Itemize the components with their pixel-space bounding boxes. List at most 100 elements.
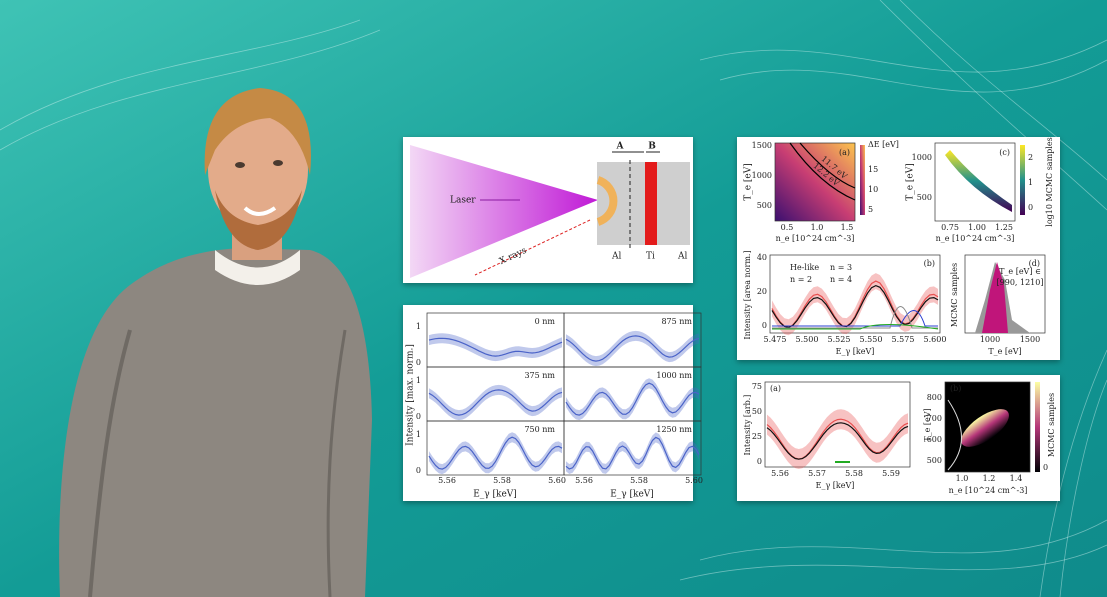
- label: 1.5: [841, 223, 854, 232]
- label: Intensity [arb.]: [743, 395, 752, 456]
- label: 5.59: [882, 469, 900, 478]
- label: 1500: [752, 141, 772, 150]
- label: 0.5: [781, 223, 794, 232]
- label: 5.500: [796, 335, 819, 344]
- label: 0: [416, 466, 421, 475]
- label: 5.525: [828, 335, 851, 344]
- label: (b): [924, 259, 935, 268]
- label: MCMC samples: [950, 263, 959, 327]
- label: Intensity [area norm.]: [743, 250, 752, 339]
- label: (c): [999, 148, 1010, 157]
- label: (a): [839, 148, 850, 157]
- label: 5.56: [771, 469, 789, 478]
- label: n_e [10^24 cm^-3]: [936, 234, 1015, 243]
- label: 1.0: [811, 223, 824, 232]
- label: 5.58: [493, 476, 511, 485]
- label: 1000: [912, 153, 932, 162]
- label: 600: [927, 435, 942, 444]
- label: Laser: [450, 196, 476, 206]
- label: 1.00: [968, 223, 986, 232]
- label: T_e [eV]: [906, 163, 916, 201]
- label: 1: [416, 430, 421, 439]
- label: 5.475: [764, 335, 787, 344]
- label: (b): [950, 384, 961, 393]
- label: 1000: [752, 171, 772, 180]
- label: 0: [416, 412, 421, 421]
- label: 5.60: [548, 476, 566, 485]
- label: 0: [1028, 203, 1033, 212]
- label: 1.2: [983, 474, 996, 483]
- label: 20: [757, 287, 767, 296]
- label: 75: [752, 382, 762, 391]
- label: 1500: [1020, 335, 1040, 344]
- label: 1000: [980, 335, 1000, 344]
- label: E_γ [keV]: [473, 490, 517, 500]
- label: 5.60: [685, 476, 703, 485]
- label: 800: [927, 393, 942, 402]
- label: 40: [757, 253, 767, 262]
- label: n_e [10^24 cm^-3]: [776, 234, 855, 243]
- label: Al: [677, 252, 687, 262]
- label: 5.57: [808, 469, 826, 478]
- label: n = 2: [790, 275, 812, 284]
- depth-label: 1250 nm: [656, 425, 692, 434]
- colorbar: [1035, 382, 1040, 472]
- label: 1: [416, 376, 421, 385]
- label: 5.58: [630, 476, 648, 485]
- colorbar: [1020, 145, 1025, 215]
- label: MCMC samples: [1047, 393, 1056, 457]
- label: 0: [416, 358, 421, 367]
- label: 1.0: [956, 474, 969, 483]
- label: A: [616, 142, 625, 152]
- label: E_γ [keV]: [610, 490, 654, 500]
- label: E_γ [keV]: [836, 347, 875, 356]
- label: Intensity [max. norm.]: [406, 344, 416, 446]
- label: Al: [611, 252, 621, 262]
- label: E_γ [keV]: [816, 481, 855, 490]
- label: 0.75: [941, 223, 959, 232]
- label: 5.600: [924, 335, 947, 344]
- label: 1.4: [1010, 474, 1023, 483]
- colorbar: [860, 145, 865, 215]
- label: 0: [1043, 463, 1048, 472]
- label: Ti: [646, 252, 655, 262]
- label: 5.56: [438, 476, 456, 485]
- depth-label: 375 nm: [524, 371, 555, 380]
- label: 25: [752, 432, 762, 441]
- label: n = 4: [830, 275, 852, 284]
- label: 1.25: [995, 223, 1013, 232]
- label: 500: [927, 456, 942, 465]
- label: 50: [752, 407, 762, 416]
- label: 1: [1028, 178, 1033, 187]
- depth-label: 750 nm: [524, 425, 555, 434]
- label: [990, 1210]: [997, 278, 1044, 287]
- scene: ABLaserX raysAlTiAlIntensity [max. norm.…: [0, 0, 1107, 597]
- depth-label: 0 nm: [535, 317, 556, 326]
- depth-label: 875 nm: [661, 317, 692, 326]
- label: T_e [eV]: [988, 347, 1021, 356]
- label: 500: [917, 193, 932, 202]
- label: (a): [770, 384, 781, 393]
- label: 0: [757, 457, 762, 466]
- depth-label: 1000 nm: [656, 371, 692, 380]
- label: 15: [868, 165, 878, 174]
- label: 10: [868, 185, 878, 194]
- label: 500: [757, 201, 772, 210]
- label: 700: [927, 414, 942, 423]
- label: 5.58: [845, 469, 863, 478]
- label: 1: [416, 322, 421, 331]
- label: 5.575: [892, 335, 915, 344]
- label: He-like: [790, 263, 819, 272]
- label: B: [648, 142, 656, 152]
- label: 5.56: [575, 476, 593, 485]
- label: log10 MCMC samples: [1045, 137, 1054, 226]
- label: T_e [eV]: [744, 163, 754, 201]
- label: 2: [1028, 153, 1033, 162]
- label: n = 3: [830, 263, 852, 272]
- label: 0: [762, 321, 767, 330]
- label: n_e [10^24 cm^-3]: [949, 486, 1028, 495]
- label: T_e [eV] ∈: [999, 267, 1041, 276]
- label: 5.550: [860, 335, 883, 344]
- label: 5: [868, 205, 873, 214]
- label: ΔE [eV]: [868, 140, 899, 149]
